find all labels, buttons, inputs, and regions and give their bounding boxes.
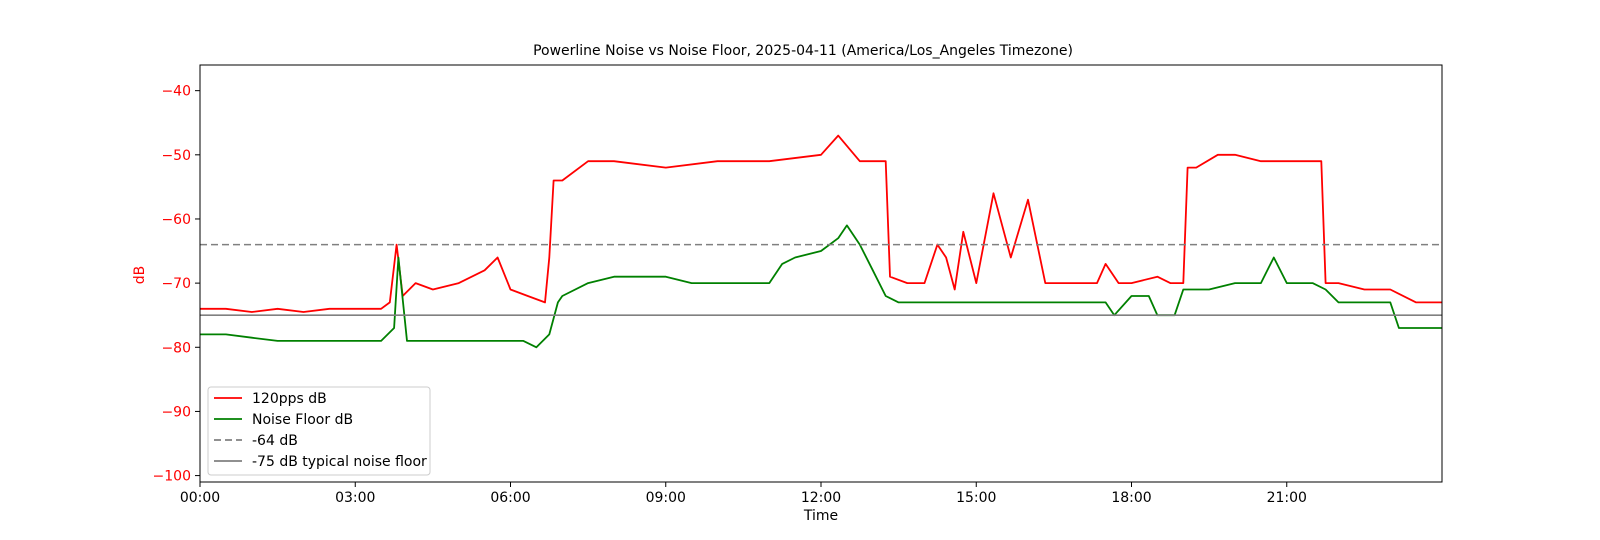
- x-axis: 00:00 03:00 06:00 09:00 12:00 15:00 18:00 21:00: [180, 482, 1307, 506]
- y-tick-label: −50: [161, 148, 191, 164]
- y-tick-label: −90: [161, 404, 191, 420]
- legend-label: -64 dB: [252, 433, 298, 449]
- legend-label: Noise Floor dB: [252, 412, 353, 428]
- y-tick-label: −100: [153, 469, 191, 485]
- x-tick-label: 15:00: [956, 490, 996, 506]
- legend-label: 120pps dB: [252, 391, 327, 407]
- chart-title: Powerline Noise vs Noise Floor, 2025-04-…: [533, 43, 1073, 59]
- x-tick-label: 21:00: [1267, 490, 1307, 506]
- x-tick-label: 18:00: [1111, 490, 1151, 506]
- legend-label: -75 dB typical noise floor: [252, 454, 427, 470]
- series-line-noise-floor-db: [200, 224, 1442, 349]
- x-axis-label: Time: [803, 508, 838, 524]
- legend: 120pps dB Noise Floor dB -64 dB -75 dB typi…: [207, 386, 431, 476]
- x-tick-label: 12:00: [801, 490, 841, 506]
- y-axis: −40 −50 −60 −70 −80 −90 −100: [153, 84, 200, 485]
- y-tick-label: −70: [161, 276, 191, 292]
- y-tick-label: −80: [161, 340, 191, 356]
- y-tick-label: −60: [161, 212, 191, 228]
- plot-area: [200, 134, 1442, 349]
- x-tick-label: 09:00: [646, 490, 686, 506]
- legend-box: [207, 386, 431, 476]
- y-axis-label: dB: [132, 266, 148, 285]
- x-tick-label: 00:00: [180, 490, 220, 506]
- x-tick-label: 03:00: [335, 490, 375, 506]
- series-line-120pps-db: [200, 134, 1442, 313]
- x-tick-label: 06:00: [490, 490, 530, 506]
- y-tick-label: −40: [161, 84, 191, 100]
